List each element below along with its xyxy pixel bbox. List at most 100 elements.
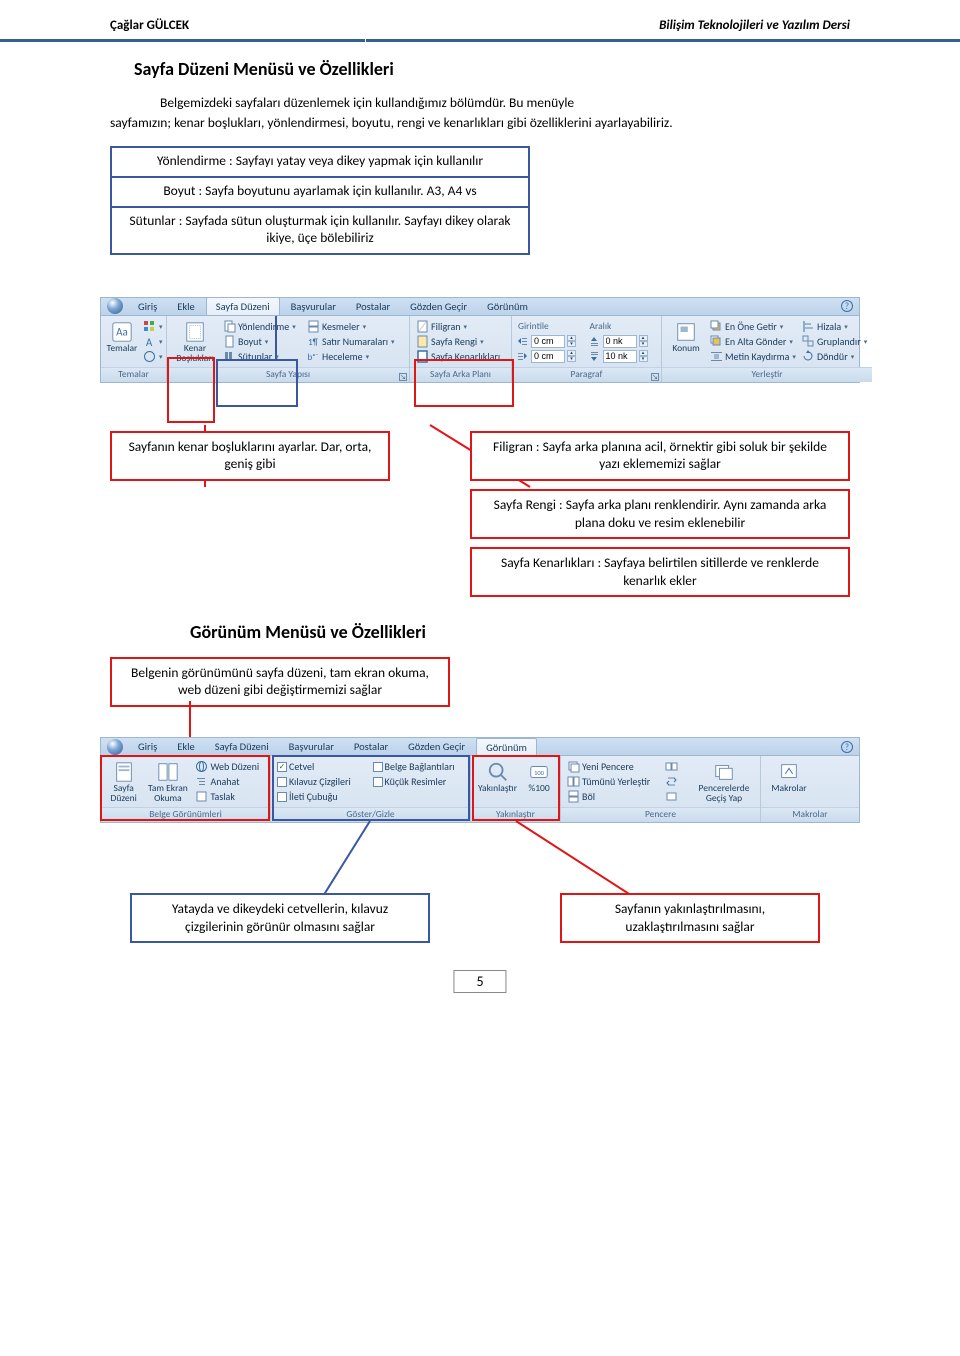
- sync-scroll-icon: [665, 775, 678, 788]
- callout-doc-views: Belgenin görünümünü sayfa düzeni, tam ek…: [110, 657, 450, 707]
- tab-ekle[interactable]: Ekle: [168, 298, 204, 315]
- theme-effects-button[interactable]: ▾: [141, 349, 165, 364]
- size-button[interactable]: Boyut▾: [221, 334, 303, 349]
- sync-scroll-button[interactable]: [663, 774, 691, 789]
- reset-window-button[interactable]: [663, 789, 691, 804]
- dialog-launcher-icon[interactable]: ↘: [651, 373, 659, 381]
- tab-gorunum[interactable]: Görünüm: [476, 738, 537, 756]
- indent-right-field[interactable]: ▴▾: [516, 349, 586, 364]
- zoom-100-button[interactable]: 100 %100: [522, 759, 556, 796]
- print-layout-button[interactable]: Sayfa Düzeni: [105, 759, 142, 806]
- text-wrap-button[interactable]: Metin Kaydırma▾: [708, 349, 798, 364]
- zoom-100-icon: 100: [528, 761, 550, 783]
- group-label-belge-gorunumleri: Belge Görünümleri: [101, 807, 270, 822]
- columns-button[interactable]: Sütunlar▾: [221, 349, 303, 364]
- header-course: Bilişim Teknolojileri ve Yazılım Dersi: [659, 18, 850, 33]
- theme-colors-button[interactable]: ▾: [141, 319, 165, 334]
- office-button-icon[interactable]: [107, 298, 123, 314]
- colors-icon: [143, 320, 156, 333]
- help-icon[interactable]: ?: [841, 300, 853, 312]
- dialog-launcher-icon[interactable]: ↘: [399, 373, 407, 381]
- tab-gozden-gecir[interactable]: Gözden Geçir: [399, 738, 474, 755]
- theme-fonts-button[interactable]: A▾: [141, 334, 165, 349]
- tab-gorunum[interactable]: Görünüm: [478, 298, 537, 315]
- bring-front-button[interactable]: En Öne Getir▾: [708, 319, 798, 334]
- themes-button[interactable]: Aa Temalar: [105, 319, 139, 356]
- align-button[interactable]: Hizala▾: [800, 319, 868, 334]
- switch-windows-button[interactable]: Pencerelerde Geçiş Yap: [693, 759, 755, 806]
- callout-filigran: Filigran : Sayfa arka planına acil, örne…: [470, 431, 850, 481]
- reset-window-icon: [665, 790, 678, 803]
- zoom-button[interactable]: Yakınlaştır: [475, 759, 520, 796]
- group-label-sayfa-yapisi: Sayfa Yapısı↘: [167, 367, 409, 382]
- line-numbers-button[interactable]: 1¶Satır Numaraları▾: [305, 334, 405, 349]
- tab-basvurular[interactable]: Başvurular: [280, 738, 343, 755]
- checkbox-icon: [373, 762, 383, 772]
- group-objects-button[interactable]: Gruplandır▾: [800, 334, 868, 349]
- indent-left-input[interactable]: [531, 335, 565, 348]
- space-before-input[interactable]: [603, 335, 637, 348]
- draft-button[interactable]: Taslak: [193, 789, 266, 804]
- split-button[interactable]: Böl: [565, 789, 661, 804]
- send-back-button[interactable]: En Alta Gönder▾: [708, 334, 798, 349]
- group-label-yerlestir: Yerleştir: [662, 367, 872, 382]
- indent-right-input[interactable]: [531, 350, 565, 363]
- group-paragraf: Girintile ▴▾ ▴▾ Aralık ▴▾ ▴▾ Paragraf↘: [512, 316, 662, 382]
- group-label-arka-plani: Sayfa Arka Planı: [410, 367, 511, 382]
- macros-button[interactable]: Makrolar: [765, 759, 813, 796]
- section2-title: Görünüm Menüsü ve Özellikleri: [190, 621, 850, 643]
- ruler-checkbox[interactable]: ✓Cetvel: [275, 759, 369, 774]
- tab-ekle[interactable]: Ekle: [168, 738, 204, 755]
- gridlines-checkbox[interactable]: Kılavuz Çizgileri: [275, 774, 369, 789]
- arrange-all-button[interactable]: Tümünü Yerleştir: [565, 774, 661, 789]
- page-borders-button[interactable]: Sayfa Kenarlıkları: [414, 349, 507, 364]
- group-label-paragraf: Paragraf↘: [512, 367, 661, 382]
- space-after-field[interactable]: ▴▾: [588, 349, 658, 364]
- breaks-button[interactable]: Kesmeler▾: [305, 319, 405, 334]
- tab-postalar[interactable]: Postalar: [347, 298, 399, 315]
- web-layout-button[interactable]: Web Düzeni: [193, 759, 266, 774]
- outline-button[interactable]: Anahat: [193, 774, 266, 789]
- bring-front-icon: [710, 320, 723, 333]
- print-layout-icon: [113, 761, 135, 783]
- tab-gozden-gecir[interactable]: Gözden Geçir: [401, 298, 476, 315]
- group-pencere: Yeni Pencere Tümünü Yerleştir Böl Pencer…: [561, 756, 761, 822]
- position-button[interactable]: Konum: [666, 319, 706, 356]
- hyphenation-button[interactable]: bᵃ⁻Heceleme▾: [305, 349, 405, 364]
- group-yakinlastir: Yakınlaştır 100 %100 Yakınlaştır: [471, 756, 561, 822]
- tab-basvurular[interactable]: Başvurular: [282, 298, 345, 315]
- space-after-icon: [588, 350, 601, 363]
- new-window-button[interactable]: Yeni Pencere: [565, 759, 661, 774]
- switch-windows-icon: [713, 761, 735, 783]
- svg-text:1¶: 1¶: [308, 337, 319, 348]
- text-wrap-icon: [710, 350, 723, 363]
- help-icon[interactable]: ?: [841, 741, 853, 753]
- tab-sayfa-duzeni[interactable]: Sayfa Düzeni: [206, 738, 278, 755]
- callout-zoom: Sayfanın yakınlaştırılmasını, uzaklaştır…: [560, 893, 820, 943]
- columns-icon: [223, 350, 236, 363]
- tab-giris[interactable]: Giriş: [129, 738, 166, 755]
- tab-sayfa-duzeni[interactable]: Sayfa Düzeni: [206, 297, 280, 315]
- ribbon1-block: Giriş Ekle Sayfa Düzeni Başvurular Posta…: [100, 297, 860, 383]
- page-color-button[interactable]: Sayfa Rengi▾: [414, 334, 507, 349]
- tab-giris[interactable]: Giriş: [129, 298, 166, 315]
- view-side-by-side-button[interactable]: [663, 759, 691, 774]
- margins-button[interactable]: Kenar Boşlukları: [171, 319, 219, 366]
- callout-sutunlar: Sütunlar : Sayfada sütun oluşturmak için…: [112, 206, 528, 253]
- indent-left-field[interactable]: ▴▾: [516, 334, 586, 349]
- group-label-yakinlastir: Yakınlaştır: [471, 807, 560, 822]
- message-bar-checkbox[interactable]: İleti Çubuğu: [275, 789, 369, 804]
- space-before-field[interactable]: ▴▾: [588, 334, 658, 349]
- group-belge-gorunumleri: Sayfa Düzeni Tam Ekran Okuma Web Düzeni …: [101, 756, 271, 822]
- thumbnails-checkbox[interactable]: Küçük Resimler: [371, 774, 466, 789]
- rotate-button[interactable]: Döndür▾: [800, 349, 868, 364]
- orientation-button[interactable]: Yönlendirme▾: [221, 319, 303, 334]
- space-after-input[interactable]: [603, 350, 637, 363]
- office-button-icon[interactable]: [107, 739, 123, 755]
- space-before-icon: [588, 335, 601, 348]
- arrange-all-icon: [567, 775, 580, 788]
- tab-postalar[interactable]: Postalar: [345, 738, 397, 755]
- document-map-checkbox[interactable]: Belge Bağlantıları: [371, 759, 466, 774]
- watermark-button[interactable]: Filigran▾: [414, 319, 507, 334]
- full-screen-read-button[interactable]: Tam Ekran Okuma: [144, 759, 191, 806]
